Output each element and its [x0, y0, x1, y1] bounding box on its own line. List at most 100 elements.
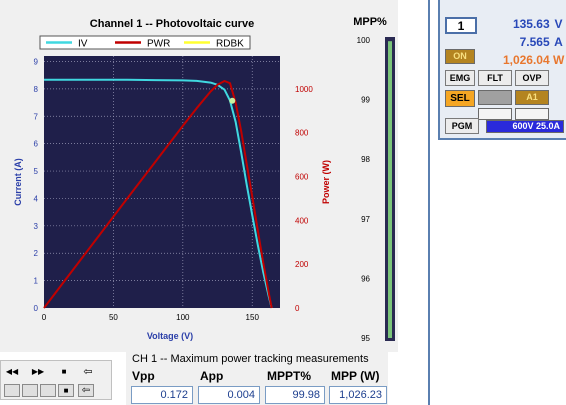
mpp-tick-label: 99 — [361, 96, 370, 105]
rewind-icon: ◀◀ — [5, 367, 19, 376]
flt-label: FLT — [487, 73, 503, 83]
emg-button[interactable]: EMG — [445, 70, 475, 86]
y-right-tick-label: 1000 — [295, 85, 313, 94]
pv-curve-chart: Channel 1 -- Photovoltaic curve IV PWR RDB… — [13, 18, 331, 341]
y-left-tick-label: 9 — [34, 57, 39, 66]
legend-label-pwr: PWR — [147, 39, 170, 50]
app-label: App — [200, 369, 224, 383]
x-axis-label: Voltage (V) — [147, 331, 193, 341]
y-left-tick-label: 3 — [34, 222, 39, 231]
plot-area — [44, 56, 280, 308]
y-right-tick-label: 200 — [295, 260, 309, 269]
y-left-tick-label: 8 — [34, 85, 39, 94]
measurements-title: CH 1 -- Maximum power tracking measureme… — [132, 353, 369, 365]
back-arrow-icon: ⇦ — [83, 366, 93, 378]
legend-label-rdbk: RDBK — [216, 39, 244, 50]
nav-slot-1[interactable] — [4, 384, 20, 397]
channel-number: 1 — [457, 19, 465, 33]
mpp-tick-label: 97 — [361, 215, 370, 224]
y-left-tick-label: 6 — [34, 140, 39, 149]
y-right-tick-label: 800 — [295, 129, 309, 138]
stop-button-2[interactable]: ■ — [58, 384, 74, 397]
emg-label: EMG — [449, 73, 471, 83]
back-button[interactable]: ⇦ — [80, 366, 96, 379]
voltage-readout: 135.63 V — [480, 17, 564, 31]
rating-display: 600V 25.0A — [486, 120, 564, 133]
y-right-tick-label: 0 — [295, 304, 300, 313]
panel-divider — [428, 0, 430, 405]
current-readout: 7.565 A — [480, 35, 564, 49]
vpp-label: Vpp — [132, 369, 155, 383]
pgm-button[interactable]: PGM — [445, 118, 479, 134]
y-left-tick-label: 5 — [34, 167, 39, 176]
mpp-tick-label: 95 — [361, 334, 370, 343]
back-button-2[interactable]: ⇦ — [78, 384, 94, 397]
mpp-gauge: MPP% 100 99 98 97 96 95 — [353, 16, 395, 343]
a1-label: A1 — [526, 92, 538, 102]
app-value: 0.004 — [198, 386, 260, 404]
mpp-gauge-fill — [388, 41, 392, 338]
x-tick-label: 100 — [176, 313, 190, 322]
mpp-gauge-ticks: 100 99 98 97 96 95 — [357, 36, 371, 343]
y-left-tick-label: 2 — [34, 249, 39, 258]
flt-button[interactable]: FLT — [478, 70, 512, 86]
stop-button[interactable]: ■ — [56, 366, 72, 379]
mpp-tick-label: 98 — [361, 155, 370, 164]
mppt-value: 99.98 — [265, 386, 325, 404]
chart-legend: IV PWR RDBK — [39, 35, 251, 50]
stop-icon: ■ — [61, 367, 67, 376]
y-left-tick-label: 0 — [34, 304, 39, 313]
ovp-label: OVP — [522, 73, 542, 83]
mpp-gauge-bar — [388, 41, 392, 338]
on-indicator[interactable]: ON — [445, 49, 475, 64]
y-right-tick-label: 400 — [295, 216, 309, 225]
on-indicator-label: ON — [453, 51, 467, 61]
a1-indicator: A1 — [515, 90, 549, 105]
channel-number-box[interactable]: 1 — [445, 17, 477, 34]
y-left-tick-label: 4 — [34, 194, 39, 203]
sel-button[interactable]: SEL — [445, 90, 475, 107]
fast-forward-icon: ▶▶ — [31, 367, 45, 376]
mpp-value: 1,026.23 — [329, 386, 387, 404]
power-readout: 1,026.04 W — [480, 53, 564, 67]
plot-grid — [44, 56, 280, 308]
power-unit: W — [553, 53, 565, 67]
sel-label: SEL — [450, 93, 470, 104]
nav-slot-3[interactable] — [40, 384, 56, 397]
x-tick-label: 150 — [246, 313, 260, 322]
y-right-tick-label: 600 — [295, 173, 309, 182]
status-panel-border — [438, 0, 566, 140]
y-left-tick-label: 1 — [34, 277, 39, 286]
plot-series — [43, 78, 273, 309]
chart-title: Channel 1 -- Photovoltaic curve — [90, 18, 254, 30]
legend-box — [39, 35, 251, 50]
mpp-label: MPP (W) — [331, 369, 380, 383]
current-unit: A — [554, 35, 563, 49]
fast-forward-button[interactable]: ▶▶ — [30, 366, 46, 379]
x-tick-label: 50 — [109, 313, 118, 322]
series-line-pwr — [43, 80, 273, 309]
nav-slot-2[interactable] — [22, 384, 38, 397]
blank-indicator-2 — [515, 108, 549, 120]
voltage-value: 135.63 — [512, 17, 550, 31]
mpp-tick-label: 96 — [361, 274, 370, 283]
mpp-tick-label: 100 — [357, 36, 371, 45]
series-line-iv — [44, 78, 273, 309]
x-tick-label: 0 — [42, 313, 47, 322]
pgm-label: PGM — [451, 121, 473, 131]
y-axis-label-left: Current (A) — [13, 158, 23, 206]
mppt-label: MPPT% — [267, 369, 312, 383]
vpp-value: 0.172 — [131, 386, 193, 404]
blank-indicator-1 — [478, 108, 512, 120]
current-value: 7.565 — [519, 35, 550, 49]
y-left-tick-label: 7 — [34, 112, 39, 121]
y-axis-label-right: Power (W) — [321, 160, 331, 204]
series-marker-rdbk — [229, 97, 236, 104]
ovp-button[interactable]: OVP — [515, 70, 549, 86]
rating-label: 600V 25.0A — [512, 121, 560, 131]
voltage-unit: V — [554, 17, 563, 31]
plot-axes: 0 50 100 150 0 1 2 3 4 5 6 7 8 9 0 200 400 600 800 1000 — [34, 57, 314, 322]
mpp-gauge-title: MPP% — [353, 16, 387, 28]
rewind-button[interactable]: ◀◀ — [4, 366, 20, 379]
stop-icon: ■ — [63, 386, 69, 395]
